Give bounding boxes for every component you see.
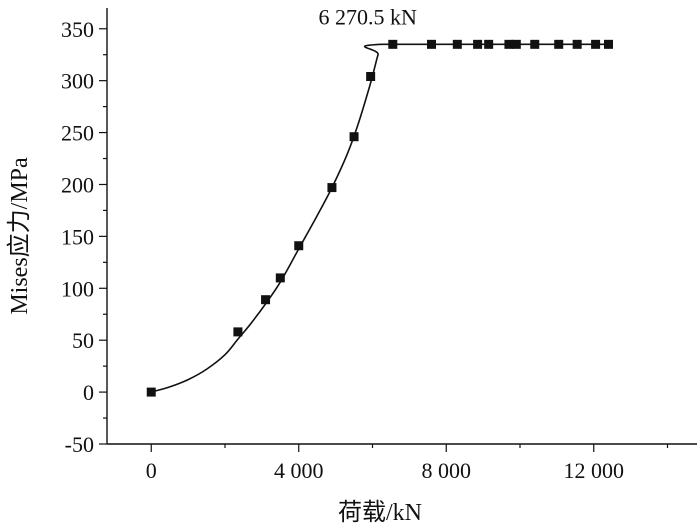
x-tick-label: 0 <box>146 458 157 483</box>
y-tick-label: 100 <box>61 276 94 301</box>
yield-load-annotation: 6 270.5 kN <box>318 4 417 29</box>
y-tick-label: 50 <box>72 328 94 353</box>
y-tick-label: 300 <box>61 69 94 94</box>
data-point <box>473 39 483 49</box>
y-axis-title: Mises应力/MPa <box>6 157 33 315</box>
data-point <box>146 387 156 397</box>
data-point <box>484 39 494 49</box>
data-point <box>572 39 582 49</box>
axes <box>106 8 697 445</box>
data-point <box>452 39 462 49</box>
x-tick-label: 12 000 <box>564 458 625 483</box>
data-point <box>604 39 613 49</box>
data-point <box>427 39 436 49</box>
y-tick-label: 200 <box>61 172 94 197</box>
data-point <box>233 327 243 337</box>
x-tick-label: 8 000 <box>422 458 472 483</box>
x-axis-ticks: 0 4 000 8 000 12 000 <box>146 444 669 483</box>
data-point <box>327 183 337 193</box>
y-tick-label: -50 <box>65 432 94 457</box>
data-point <box>591 39 601 49</box>
data-point <box>294 241 304 251</box>
data-point <box>349 132 359 142</box>
data-point <box>275 273 285 283</box>
data-point <box>530 39 540 49</box>
data-point <box>511 39 521 49</box>
data-point <box>261 295 271 305</box>
data-point <box>504 39 514 49</box>
data-point <box>554 39 564 49</box>
y-tick-label: 0 <box>83 380 94 405</box>
data-point <box>366 72 376 82</box>
y-tick-label: 350 <box>61 17 94 42</box>
data-markers <box>146 39 613 397</box>
y-axis-ticks: -50 0 50 100 150 200 250 300 350 <box>61 17 107 457</box>
y-tick-label: 250 <box>61 121 94 146</box>
x-tick-label: 4 000 <box>274 458 324 483</box>
y-tick-label: 150 <box>61 224 94 249</box>
data-point <box>388 39 398 49</box>
stress-curve <box>151 43 609 393</box>
x-axis-title: 荷载/kN <box>338 499 422 526</box>
